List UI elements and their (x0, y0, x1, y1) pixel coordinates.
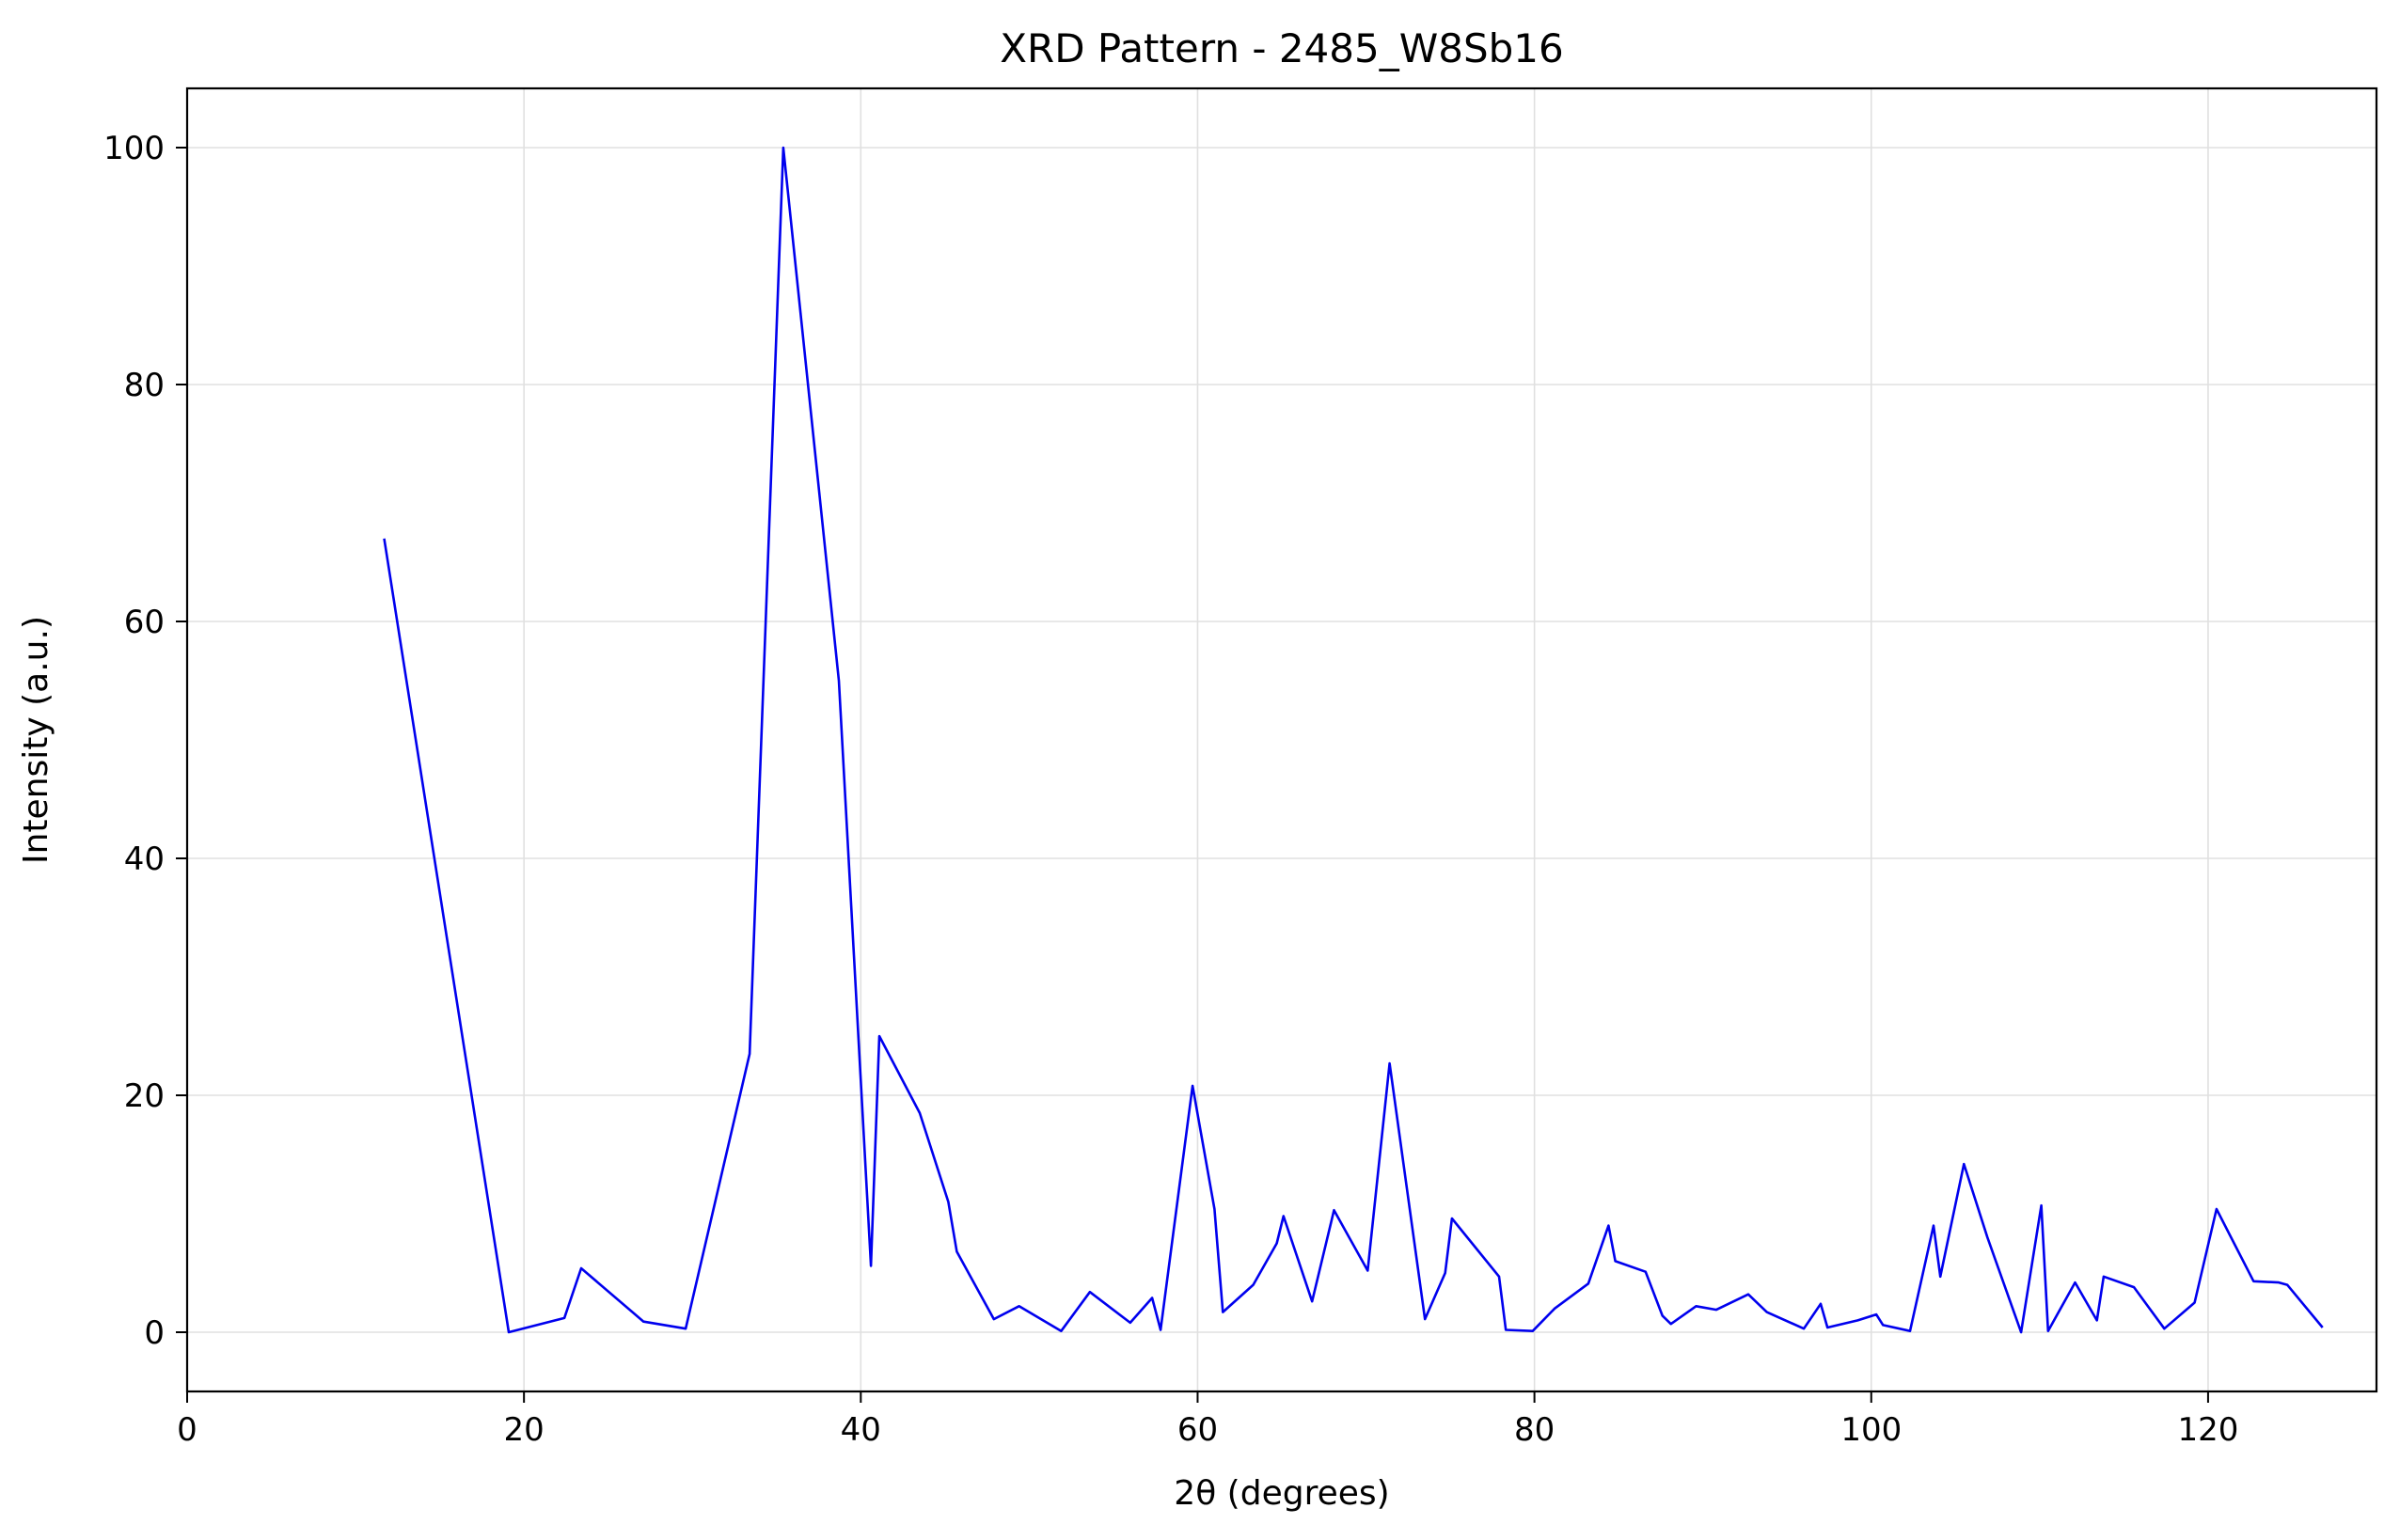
grid-lines (186, 88, 2376, 1391)
x-tick-label: 60 (1177, 1411, 1218, 1449)
plot-frame (185, 86, 2378, 1393)
x-tick-label: 80 (1514, 1411, 1555, 1449)
y-tick-label: 0 (144, 1314, 165, 1352)
y-tick-label: 20 (124, 1077, 165, 1115)
series-line (383, 146, 2324, 1334)
y-tick-label: 80 (124, 367, 165, 404)
y-tick-label: 60 (124, 604, 165, 641)
y-tick-label: 100 (103, 130, 165, 167)
axis-ticks: 0 20 40 60 80 100 120 0 20 40 60 80 100 (103, 130, 2238, 1449)
y-axis-label: Intensity (a.u.) (17, 616, 55, 864)
x-tick-label: 100 (1840, 1411, 1902, 1449)
y-tick-label: 40 (124, 841, 165, 878)
x-tick-label: 0 (177, 1411, 197, 1449)
x-tick-label: 120 (2177, 1411, 2238, 1449)
x-tick-label: 40 (841, 1411, 881, 1449)
x-axis-label: 2θ (degrees) (1174, 1474, 1389, 1513)
x-tick-label: 20 (504, 1411, 545, 1449)
chart-title: XRD Pattern - 2485_W8Sb16 (1000, 25, 1564, 71)
